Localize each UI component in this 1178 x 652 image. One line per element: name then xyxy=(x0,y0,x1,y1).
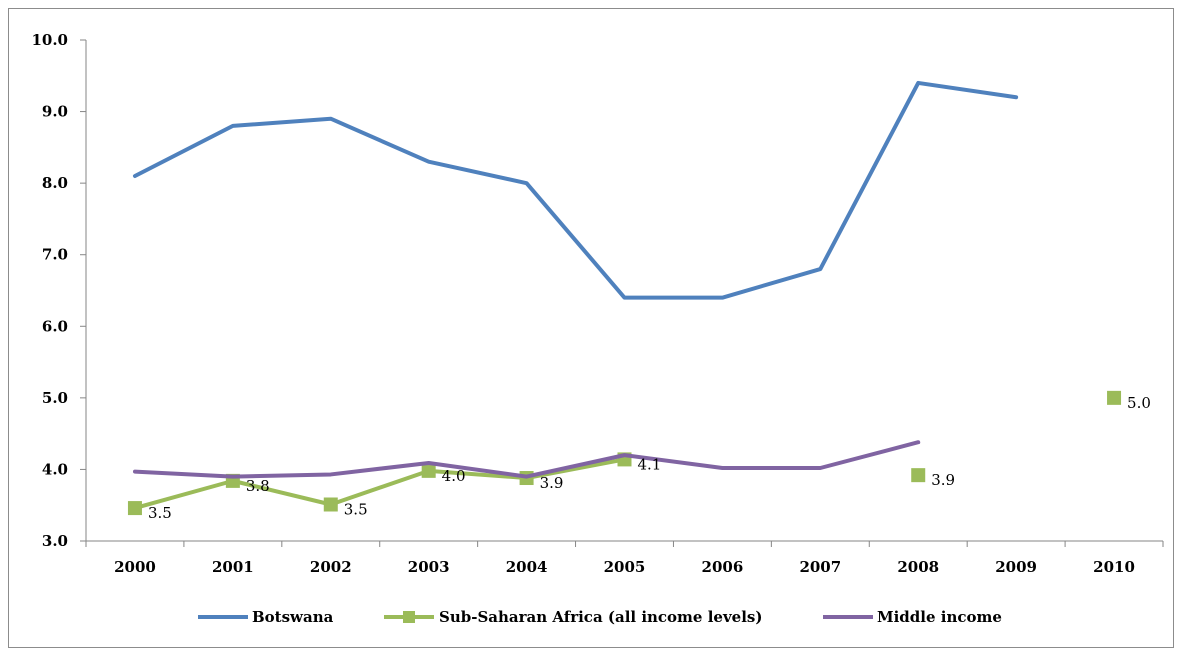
data-label: 3.8 xyxy=(246,477,270,495)
legend-item-2: Middle income xyxy=(823,608,1002,626)
legend-label: Sub-Saharan Africa (all income levels) xyxy=(439,608,762,626)
data-label: 4.0 xyxy=(442,467,466,485)
data-point-marker xyxy=(1107,390,1122,405)
series-1 xyxy=(127,390,1122,516)
series-line xyxy=(132,80,1019,300)
legend-label: Middle income xyxy=(877,608,1002,626)
x-tick-label: 2006 xyxy=(702,558,744,576)
data-label: 3.9 xyxy=(931,471,955,489)
y-tick-label: 3.0 xyxy=(42,532,68,550)
legend-marker xyxy=(403,611,415,623)
legend: Botswana Sub-Saharan Africa (all income l… xyxy=(198,608,1002,626)
y-tick-label: 6.0 xyxy=(42,317,68,335)
series-0 xyxy=(132,80,1019,300)
data-point-marker xyxy=(421,463,436,478)
x-tick-label: 2007 xyxy=(799,558,841,576)
y-tick-label: 4.0 xyxy=(42,460,68,478)
x-tick-label: 2009 xyxy=(995,558,1037,576)
data-label: 3.5 xyxy=(148,504,172,522)
legend-label: Botswana xyxy=(252,608,334,626)
y-tick-label: 9.0 xyxy=(42,103,68,121)
data-label: 5.0 xyxy=(1127,394,1151,412)
data-point-marker xyxy=(127,501,142,516)
x-tick-label: 2010 xyxy=(1093,558,1135,576)
legend-item-0: Botswana xyxy=(198,608,334,626)
y-tick-label: 7.0 xyxy=(42,246,68,264)
series-line xyxy=(132,440,921,479)
axes: 3.0 4.0 5.0 6.0 7.0 8.0 9.0 10.0 2000 2001 2002 200… xyxy=(31,31,1164,576)
series-2 xyxy=(132,440,921,479)
legend-item-1: Sub-Saharan Africa (all income levels) xyxy=(384,608,762,626)
y-tick-label: 8.0 xyxy=(42,174,68,192)
data-label: 4.1 xyxy=(638,455,662,473)
y-tick-label: 5.0 xyxy=(42,389,68,407)
x-tick-label: 2005 xyxy=(604,558,646,576)
data-point-marker xyxy=(323,497,338,512)
x-tick-label: 2001 xyxy=(212,558,254,576)
y-tick-label: 10.0 xyxy=(31,31,68,49)
data-labels: 3.5 3.8 3.5 4.0 3.9 4.1 3.9 5.0 xyxy=(148,394,1151,522)
data-label: 3.9 xyxy=(540,474,564,492)
data-point-marker xyxy=(911,468,926,483)
x-tick-label: 2003 xyxy=(408,558,450,576)
x-tick-label: 2002 xyxy=(310,558,352,576)
x-tick-label: 2004 xyxy=(506,558,548,576)
x-tick-label: 2008 xyxy=(897,558,939,576)
data-label: 3.5 xyxy=(344,500,368,518)
series-layer xyxy=(127,80,1122,516)
x-tick-label: 2000 xyxy=(114,558,156,576)
